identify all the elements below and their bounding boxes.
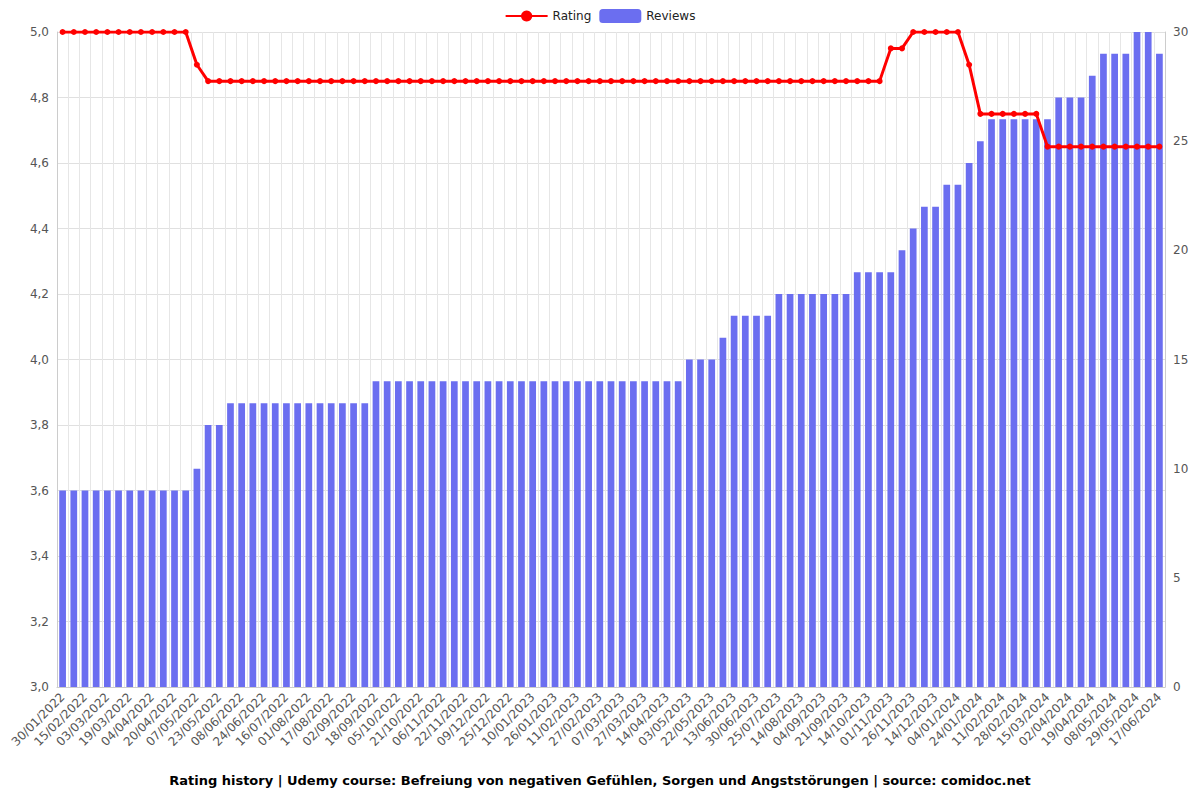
svg-text:10/01/2023: 10/01/2023 xyxy=(478,690,538,749)
svg-text:15/03/2024: 15/03/2024 xyxy=(993,690,1053,749)
svg-text:07/03/2023: 07/03/2023 xyxy=(568,690,628,749)
svg-text:05/10/2022: 05/10/2022 xyxy=(344,690,404,749)
svg-text:16/07/2022: 16/07/2022 xyxy=(232,690,292,749)
svg-text:4,4: 4,4 xyxy=(30,222,49,236)
svg-text:03/03/2022: 03/03/2022 xyxy=(53,690,113,749)
svg-text:17/06/2024: 17/06/2024 xyxy=(1106,690,1165,749)
svg-text:4,2: 4,2 xyxy=(30,287,49,301)
svg-text:25/12/2022: 25/12/2022 xyxy=(456,690,516,749)
svg-text:01/11/2023: 01/11/2023 xyxy=(837,690,896,749)
svg-text:18/09/2022: 18/09/2022 xyxy=(322,690,381,749)
svg-text:19/03/2022: 19/03/2022 xyxy=(76,690,135,749)
svg-text:23/05/2022: 23/05/2022 xyxy=(165,690,225,749)
svg-text:27/03/2023: 27/03/2023 xyxy=(590,690,650,749)
svg-text:22/11/2022: 22/11/2022 xyxy=(411,690,471,749)
svg-text:30/01/2022: 30/01/2022 xyxy=(8,690,68,749)
svg-text:4,0: 4,0 xyxy=(30,353,49,367)
svg-text:17/08/2022: 17/08/2022 xyxy=(277,690,337,749)
svg-text:25/07/2023: 25/07/2023 xyxy=(725,690,784,749)
svg-text:02/09/2022: 02/09/2022 xyxy=(299,690,359,749)
svg-text:3,2: 3,2 xyxy=(30,615,49,629)
svg-text:30: 30 xyxy=(1173,25,1188,39)
svg-text:26/01/2023: 26/01/2023 xyxy=(501,690,560,749)
svg-text:Rating history | Udemy course:: Rating history | Udemy course: Befreiung… xyxy=(169,773,1031,788)
svg-text:04/01/2024: 04/01/2024 xyxy=(904,690,963,749)
svg-text:14/08/2023: 14/08/2023 xyxy=(747,690,807,749)
svg-text:04/04/2022: 04/04/2022 xyxy=(98,690,158,749)
svg-text:Rating: Rating xyxy=(553,9,592,23)
svg-text:02/04/2024: 02/04/2024 xyxy=(1016,690,1075,749)
svg-text:26/11/2023: 26/11/2023 xyxy=(859,690,919,749)
svg-text:11/02/2023: 11/02/2023 xyxy=(523,690,583,749)
svg-text:14/12/2023: 14/12/2023 xyxy=(881,690,941,749)
svg-text:3,8: 3,8 xyxy=(30,418,49,432)
svg-text:19/04/2024: 19/04/2024 xyxy=(1038,690,1098,749)
svg-text:21/09/2023: 21/09/2023 xyxy=(792,690,851,749)
svg-text:20: 20 xyxy=(1173,243,1188,257)
svg-text:15/02/2022: 15/02/2022 xyxy=(31,690,90,749)
svg-text:3,4: 3,4 xyxy=(30,549,49,563)
svg-text:30/06/2023: 30/06/2023 xyxy=(702,690,762,749)
svg-text:03/05/2023: 03/05/2023 xyxy=(635,690,695,749)
svg-text:22/05/2023: 22/05/2023 xyxy=(657,690,717,749)
svg-text:24/01/2024: 24/01/2024 xyxy=(926,690,986,749)
svg-text:Reviews: Reviews xyxy=(646,9,695,23)
svg-text:08/06/2022: 08/06/2022 xyxy=(187,690,247,749)
svg-text:06/11/2022: 06/11/2022 xyxy=(389,690,449,749)
svg-text:0: 0 xyxy=(1173,680,1181,694)
svg-text:10: 10 xyxy=(1173,462,1188,476)
svg-text:27/02/2023: 27/02/2023 xyxy=(546,690,605,749)
svg-text:01/08/2022: 01/08/2022 xyxy=(255,690,314,749)
svg-text:3,0: 3,0 xyxy=(30,680,49,694)
svg-text:09/12/2022: 09/12/2022 xyxy=(434,690,493,749)
svg-text:5,0: 5,0 xyxy=(30,25,49,39)
svg-text:29/05/2024: 29/05/2024 xyxy=(1083,690,1142,749)
svg-text:28/02/2024: 28/02/2024 xyxy=(971,690,1031,749)
svg-text:13/06/2023: 13/06/2023 xyxy=(680,690,740,749)
svg-text:07/05/2022: 07/05/2022 xyxy=(143,690,202,749)
svg-text:08/05/2024: 08/05/2024 xyxy=(1060,690,1120,749)
svg-text:24/06/2022: 24/06/2022 xyxy=(210,690,269,749)
svg-text:3,6: 3,6 xyxy=(30,484,49,498)
svg-text:5: 5 xyxy=(1173,571,1181,585)
svg-text:20/04/2022: 20/04/2022 xyxy=(120,690,180,749)
svg-text:21/10/2022: 21/10/2022 xyxy=(366,690,426,749)
svg-text:4,6: 4,6 xyxy=(30,156,49,170)
svg-text:14/04/2023: 14/04/2023 xyxy=(613,690,672,749)
svg-text:14/10/2023: 14/10/2023 xyxy=(814,690,874,749)
svg-text:15: 15 xyxy=(1173,353,1188,367)
svg-text:04/09/2023: 04/09/2023 xyxy=(769,690,829,749)
svg-text:11/02/2024: 11/02/2024 xyxy=(948,690,1008,749)
svg-text:4,8: 4,8 xyxy=(30,91,49,105)
svg-text:25: 25 xyxy=(1173,134,1188,148)
